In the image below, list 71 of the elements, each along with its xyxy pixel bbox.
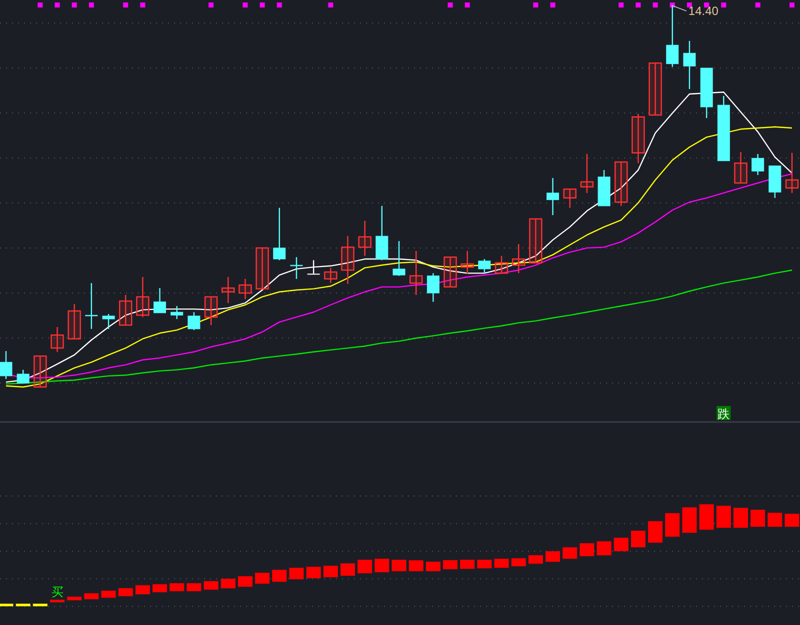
candlestick [289,567,304,580]
annotation: 14.40 [688,4,719,18]
candlestick [683,40,696,90]
candlestick [306,566,321,578]
candlestick [444,256,457,288]
candlestick [238,576,252,588]
candlestick [376,205,388,261]
candlestick [85,282,98,330]
candlestick [34,355,47,388]
text: 跌 [718,407,730,421]
candlestick [68,304,81,340]
candlestick [460,250,474,275]
candlestick [255,572,270,584]
candlestick [580,153,594,194]
candlestick [614,538,628,552]
candlestick [784,513,800,528]
candlestick [273,207,286,261]
candlestick [596,540,612,556]
candlestick [238,278,252,300]
candlestick [529,218,542,264]
candlestick [222,276,235,304]
candlestick [341,236,354,284]
candlestick [119,294,132,326]
candlestick [136,276,150,318]
candlestick [170,305,184,320]
candlestick [392,240,406,276]
candlestick [768,512,782,527]
candlestick [614,161,628,207]
candlestick [752,153,764,176]
candlestick [512,244,526,274]
candlestick [546,177,560,216]
candlestick [632,113,645,164]
candlestick [154,287,166,314]
candlestick [408,560,424,572]
candlestick [358,220,372,257]
candlestick [324,267,338,284]
candlestick [50,326,64,352]
candlestick [733,507,748,528]
candlestick [426,561,440,572]
candlestick [665,512,680,538]
annotation: 买 [51,585,64,599]
candlestick [323,565,338,578]
candlestick [0,350,12,380]
candlestick [494,255,508,274]
candlestick [392,560,406,572]
candlestick [630,530,646,548]
candlestick [358,560,372,574]
candlestick [256,247,269,290]
candlestick [409,250,423,296]
candlestick [648,520,663,544]
candlestick [307,260,320,275]
candlestick [16,369,30,384]
candlestick [563,188,576,208]
candlestick [666,4,679,68]
candlestick [580,542,594,557]
candlestick [546,550,560,562]
candlestick [374,558,390,572]
candlestick [220,578,236,588]
candlestick [734,151,748,184]
candlestick [102,313,115,330]
candlestick [204,296,218,326]
candlestick [785,152,799,194]
candlestick [426,272,440,302]
candlestick [750,510,766,527]
candlestick [478,258,491,274]
candlestick [188,312,200,331]
candlestick [340,562,355,576]
candlestick [716,505,731,528]
candlestick [562,546,578,560]
candlestick [648,62,662,116]
candlestick [272,569,287,582]
